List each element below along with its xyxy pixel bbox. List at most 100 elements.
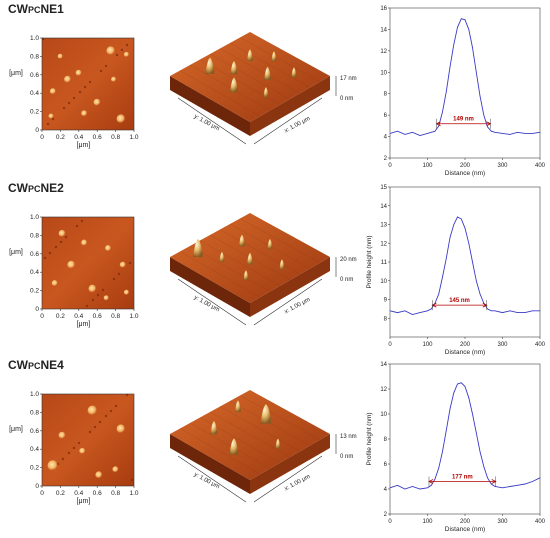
y-tick-label: 14 — [380, 27, 387, 33]
profile-point — [427, 487, 428, 489]
x-tick-label: 0.6 — [93, 490, 102, 497]
height-profile-chart: 0 100 200 300 400 2 4 6 8 10 12 14 16 Distance (nm) 14… — [380, 6, 545, 177]
afm-particle — [87, 405, 98, 416]
profile-point — [532, 133, 533, 134]
profile-point — [487, 126, 488, 128]
y-tick-label: 14 — [380, 362, 387, 368]
profile-point — [532, 310, 533, 312]
profile-point — [468, 242, 470, 244]
profile-point — [479, 95, 481, 97]
afm-pit — [62, 106, 66, 110]
afm-particle — [119, 261, 127, 269]
afm-particle — [105, 245, 112, 252]
y-tick-label: 16 — [380, 6, 387, 12]
afm-pit — [130, 478, 134, 482]
profile-point — [464, 227, 466, 229]
profile-point — [445, 429, 447, 431]
sample-title: CWPCNE2 — [8, 181, 64, 195]
z-scale-bottom-label: 0 nm — [340, 277, 353, 283]
profile-point — [419, 312, 421, 313]
x-tick-label: 0.8 — [111, 313, 120, 320]
y-axis-edge — [177, 455, 247, 503]
y-tick-label: 8 — [384, 437, 388, 443]
surface-side-right — [250, 257, 330, 317]
afm-particle — [95, 471, 103, 479]
afm-particle — [116, 114, 126, 124]
surface-particle — [247, 252, 253, 265]
height-profile-chart: 0 100 200 300 400 8 9 10 11 12 13 14 15 Distance (nm)… — [366, 185, 546, 356]
x-tick-label: 0.6 — [93, 134, 102, 141]
x-tick-label: 0 — [388, 163, 392, 169]
profile-point — [475, 71, 477, 73]
y-tick-label: 0 — [35, 127, 39, 134]
surface-particle — [235, 400, 241, 413]
y-tick-label: 13 — [380, 223, 387, 229]
profile-point — [472, 47, 473, 48]
z-scale-bottom-label: 0 nm — [340, 454, 353, 460]
x-axis-title: Distance (nm) — [445, 349, 485, 356]
x-tick-label: 0.4 — [74, 134, 83, 141]
x-axis-unit: [μm] — [77, 321, 91, 328]
panel-row-3: CWPCNE4 0 0.2 0.4 0.6 0.8 1.0 0 0.2 0.4 0.6 0.8 1.0… — [0, 358, 550, 536]
x-tick-label: 1.0 — [129, 134, 138, 141]
profile-point — [460, 382, 462, 384]
afm-pit — [77, 441, 81, 445]
afm-pit — [75, 224, 79, 228]
profile-point — [494, 310, 496, 312]
y-tick-label: 0.4 — [30, 90, 39, 97]
x-tick-label: 100 — [422, 519, 433, 525]
afm-pit — [83, 85, 87, 89]
y-tick-label: 0.6 — [30, 251, 39, 258]
surface-texture — [239, 37, 321, 82]
afm-3d-surface: 20 nm 0 nm y: 1.00 μm x: 1.00 μm — [170, 213, 357, 326]
y-tick-label: 0.8 — [30, 53, 39, 60]
profile-point — [490, 483, 492, 485]
profile-point — [475, 432, 477, 434]
profile-point — [453, 44, 455, 45]
y-tick-label: 15 — [380, 185, 387, 191]
afm-pit — [128, 261, 132, 265]
afm-pit — [67, 101, 71, 105]
panel-row-1: CWPCNE1 0 0.2 0.4 0.6 0.8 1.0 0 0.2 0.4 0.6 0.8 1.0… — [0, 2, 550, 180]
afm-pit — [104, 64, 108, 68]
plot-frame — [389, 7, 541, 159]
profile-point — [389, 133, 391, 134]
surface-particle — [247, 49, 253, 61]
profile-point — [442, 111, 443, 113]
afm-pit — [115, 53, 119, 57]
y-tick-label: 0.4 — [30, 446, 39, 453]
profile-point — [457, 26, 458, 28]
afm-pit — [54, 245, 58, 249]
afm-pit — [59, 240, 63, 244]
x-axis-edge — [253, 278, 323, 326]
y-axis-title: Profile height (nm) — [366, 235, 373, 288]
afm-particle — [123, 289, 130, 296]
profile-line — [389, 382, 541, 490]
afm-pit — [88, 80, 92, 84]
y-tick-label: 12 — [380, 387, 387, 393]
profile-point — [404, 134, 406, 135]
y-tick-label: 0.8 — [30, 232, 39, 239]
surface-side-right — [250, 434, 330, 494]
y-tick-label: 1.0 — [30, 35, 39, 42]
profile-point — [453, 224, 455, 225]
afm-pit — [78, 90, 82, 94]
sample-title: CWPCNE1 — [8, 2, 64, 16]
surface-side-right — [250, 76, 330, 136]
y-axis-edge — [177, 278, 247, 326]
y-tick-label: 0.8 — [30, 409, 39, 416]
profile-point — [419, 488, 421, 490]
afm-pit — [120, 48, 124, 52]
afm-pit — [112, 277, 116, 281]
height-profile-chart: 0 100 200 300 400 2 4 6 8 10 12 14 Distance (nm) Prof… — [366, 362, 546, 533]
profile-point — [445, 257, 447, 259]
profile-point — [434, 130, 436, 132]
y-tick-label: 10 — [380, 412, 387, 418]
z-scale-top-label: 17 nm — [340, 76, 357, 82]
profile-point — [438, 293, 440, 295]
title-suffix: NE2 — [40, 181, 64, 195]
x-tick-label: 0 — [388, 342, 392, 348]
y-tick-label: 4 — [384, 487, 388, 493]
y-tick-label: 1.0 — [30, 214, 39, 221]
profile-point — [517, 131, 518, 133]
